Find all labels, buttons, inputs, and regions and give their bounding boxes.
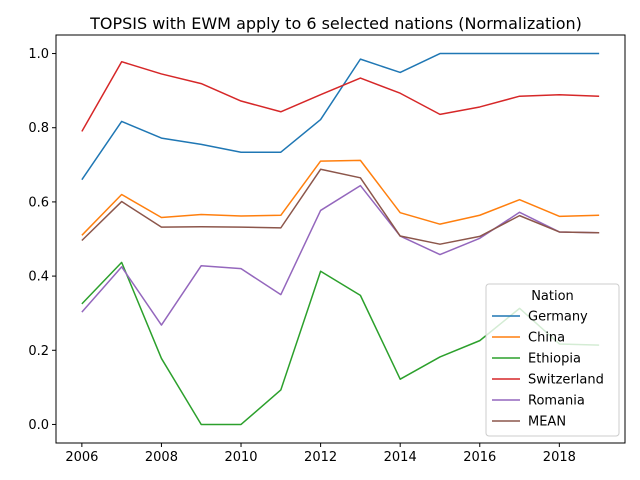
x-tick-label: 2008 [145, 450, 178, 465]
series-line-germany [81, 52, 600, 181]
x-tick-label: 2018 [543, 450, 576, 465]
legend-label-ethiopia: Ethiopia [528, 352, 581, 367]
x-tick-label: 2014 [384, 450, 417, 465]
y-tick-label: 1.0 [28, 47, 49, 62]
x-tick-label: 2006 [65, 450, 98, 465]
legend-label-germany: Germany [528, 310, 588, 325]
chart-title: TOPSIS with EWM apply to 6 selected nati… [89, 14, 582, 33]
series-line-china [81, 159, 600, 236]
y-tick-label: 0.2 [28, 344, 49, 359]
plot-frame [55, 34, 626, 444]
legend-label-china: China [528, 331, 565, 346]
legend-label-romania: Romania [528, 394, 585, 409]
series-line-switzerland [81, 60, 600, 132]
legend-label-switzerland: Switzerland [528, 373, 604, 388]
series-line-mean [81, 168, 600, 245]
legend-title: Nation [531, 289, 574, 304]
series-line-romania [81, 184, 600, 326]
y-tick-label: 0.8 [28, 121, 49, 136]
series-layer [81, 52, 600, 426]
x-tick-label: 2016 [463, 450, 496, 465]
legend-box [485, 283, 620, 437]
legend-label-mean: MEAN [528, 415, 566, 430]
y-tick-label: 0.0 [28, 418, 49, 433]
y-axis: 0.0 0.2 0.4 0.6 0.8 1.0 [28, 47, 56, 433]
x-tick-label: 2010 [224, 450, 257, 465]
y-tick-label: 0.6 [28, 195, 49, 210]
legend: Nation Germany China Ethiopia Switzerland Rom… [485, 283, 620, 437]
y-tick-label: 0.4 [28, 270, 49, 285]
x-axis: 2006 2008 2010 2012 2014 2016 2018 [65, 443, 576, 465]
x-tick-label: 2012 [304, 450, 337, 465]
